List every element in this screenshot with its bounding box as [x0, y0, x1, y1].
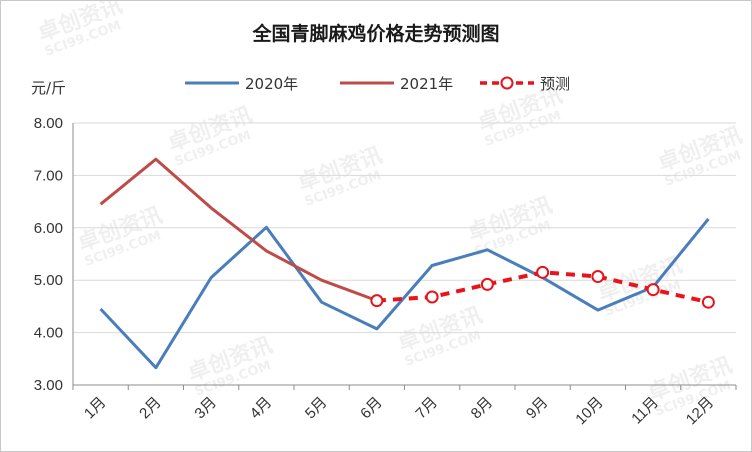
- y-tick-label: 6.00: [34, 220, 63, 237]
- forecast-point-marker: [591, 270, 605, 284]
- x-tick-label: 5月: [302, 394, 331, 423]
- legend-swatch-2021: [340, 81, 394, 85]
- chart-title: 全国青脚麻鸡价格走势预测图: [252, 23, 500, 45]
- series-line-1: [99, 157, 378, 303]
- forecast-point-marker: [646, 283, 660, 297]
- forecast-point-marker: [370, 294, 384, 308]
- y-tick-label: 3.00: [34, 377, 63, 394]
- legend-label-2021: 2021年: [400, 75, 454, 93]
- y-tick-label: 5.00: [34, 272, 63, 289]
- x-tick-label: 3月: [191, 394, 220, 423]
- legend-label-2020: 2020年: [245, 75, 299, 93]
- x-tick-label: 7月: [412, 394, 441, 423]
- forecast-point-marker: [425, 290, 439, 304]
- legend-swatch-forecast: [480, 76, 534, 90]
- forecast-point-marker: [701, 295, 715, 309]
- y-tick-label: 4.00: [34, 325, 63, 342]
- x-tick-label: 10月: [572, 394, 606, 428]
- x-tick-label: 8月: [468, 394, 497, 423]
- x-tick-label: 6月: [357, 394, 386, 423]
- x-tick-label: 1月: [81, 394, 110, 423]
- series-line-0: [99, 217, 710, 370]
- x-tick-label: 4月: [247, 394, 276, 423]
- legend-swatch-2020: [185, 81, 239, 85]
- y-tick-label: 7.00: [34, 167, 63, 184]
- forecast-point-marker: [480, 277, 494, 291]
- y-axis-unit-label: 元/斤: [31, 79, 67, 97]
- y-tick-label: 8.00: [34, 115, 63, 132]
- x-tick-label: 9月: [523, 394, 552, 423]
- x-tick-label: 2月: [136, 394, 165, 423]
- forecast-point-marker: [536, 265, 550, 279]
- legend-label-forecast: 预测: [540, 75, 571, 93]
